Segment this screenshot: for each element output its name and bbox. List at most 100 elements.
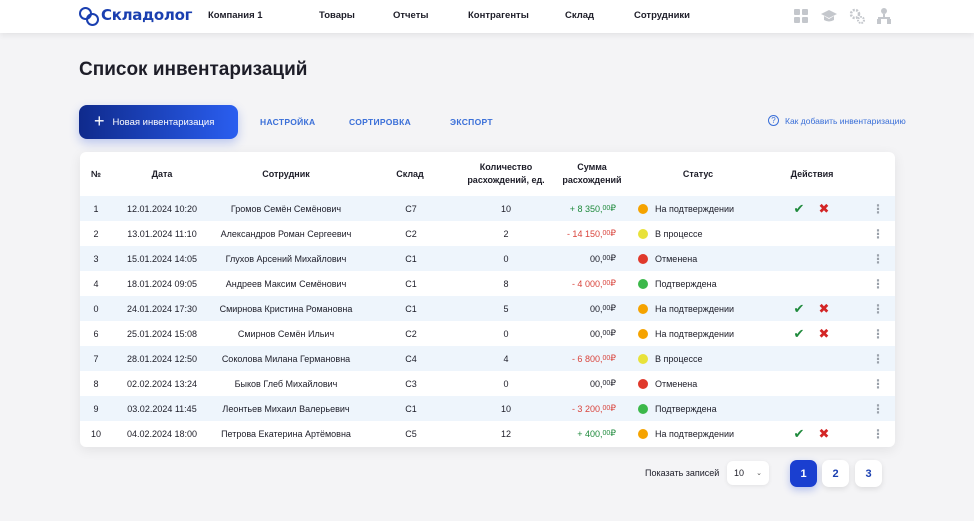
table-row[interactable]: 9 03.02.2024 11:45 Леонтьев Михаил Валерье… (80, 396, 895, 421)
reject-button[interactable]: ✖ (817, 321, 831, 346)
page-button-3[interactable]: 3 (855, 460, 882, 487)
row-menu-button[interactable]: ⋮ (872, 271, 884, 296)
row-discrepancy-sum: + 8 350, 00 ₽ (550, 196, 616, 221)
row-number: 3 (86, 246, 106, 271)
table-row[interactable]: 3 15.01.2024 14:05 Глухов Арсений Михайлов… (80, 246, 895, 271)
table-row[interactable]: 8 02.02.2024 13:24 Быков Глеб Михайлович С3… (80, 371, 895, 396)
settings-icon[interactable] (848, 7, 866, 25)
row-employee-text: Глухов Арсений Михайлович (225, 253, 347, 264)
table-row[interactable]: 7 28.01.2024 12:50 Соколова Милана Германо… (80, 346, 895, 371)
status-dot-icon (638, 303, 648, 314)
reject-button[interactable]: ✖ (817, 296, 831, 321)
row-discrepancy-sum: 00, 00 ₽ (550, 246, 616, 271)
checkmark-icon: ✔ (793, 425, 805, 441)
row-menu-button[interactable]: ⋮ (872, 221, 884, 246)
row-count-text: 5 (503, 303, 509, 314)
approve-button[interactable]: ✔ (792, 321, 806, 346)
nav-employees[interactable]: Сотрудники (634, 10, 691, 21)
nav-company[interactable]: Компания 1 (208, 10, 263, 21)
row-number-text: 2 (93, 228, 99, 239)
row-discrepancy-count: 10 (486, 396, 526, 421)
status-dot-icon (638, 403, 648, 414)
app-logo[interactable]: Складолог (79, 6, 192, 26)
row-menu-button[interactable]: ⋮ (872, 396, 884, 421)
row-count-text: 10 (500, 403, 511, 414)
more-vertical-icon: ⋮ (872, 426, 884, 441)
reject-button[interactable]: ✖ (817, 196, 831, 221)
row-menu-button[interactable]: ⋮ (872, 321, 884, 346)
row-status: Подтверждена (638, 396, 778, 421)
row-menu-button[interactable]: ⋮ (872, 296, 884, 321)
graduation-cap-icon[interactable] (820, 7, 838, 25)
row-employee: Соколова Милана Германовна (206, 346, 366, 371)
more-vertical-icon: ⋮ (872, 201, 884, 216)
row-number-text: 9 (93, 403, 99, 414)
row-count-text: 2 (503, 228, 509, 239)
row-menu-button[interactable]: ⋮ (872, 246, 884, 271)
row-menu-button[interactable]: ⋮ (872, 421, 884, 446)
row-menu-button[interactable]: ⋮ (872, 196, 884, 221)
approve-button[interactable]: ✔ (792, 296, 806, 321)
new-inventory-button[interactable]: + Новая инвентаризация (79, 105, 238, 139)
checkmark-icon: ✔ (793, 200, 805, 216)
table-row[interactable]: 2 13.01.2024 11:10 Александров Роман Серге… (80, 221, 895, 246)
nav-counterparties[interactable]: Контрагенты (468, 10, 529, 21)
rows-per-page-label: Показать записей (645, 468, 720, 478)
row-number: 1 (86, 196, 106, 221)
table-row[interactable]: 10 04.02.2024 18:00 Петрова Екатерина Артё… (80, 421, 895, 446)
more-vertical-icon: ⋮ (872, 326, 884, 341)
row-discrepancy-sum: - 4 000, 00 ₽ (550, 271, 616, 296)
row-sum-fraction: 00 (602, 230, 611, 237)
row-menu-button[interactable]: ⋮ (872, 371, 884, 396)
row-discrepancy-count: 10 (486, 196, 526, 221)
settings-button[interactable]: НАСТРОЙКА (260, 117, 316, 127)
help-link[interactable]: ? Как добавить инвентаризацию (768, 115, 906, 126)
row-discrepancy-sum: 00, 00 ₽ (550, 371, 616, 396)
grid-icon[interactable] (792, 7, 810, 25)
row-number: 0 (86, 296, 106, 321)
sort-button[interactable]: СОРТИРОВКА (349, 117, 412, 127)
row-warehouse: С1 (396, 396, 426, 421)
user-tree-icon[interactable] (875, 7, 893, 25)
row-menu-button[interactable]: ⋮ (872, 346, 884, 371)
row-date-text: 15.01.2024 14:05 (126, 253, 198, 264)
row-sum-currency: ₽ (610, 428, 616, 438)
table-row[interactable]: 4 18.01.2024 09:05 Андреев Максим Семёнови… (80, 271, 895, 296)
row-employee: Быков Глеб Михайлович (206, 371, 366, 396)
row-sum-fraction: 00 (602, 305, 611, 312)
row-date: 03.02.2024 11:45 (116, 396, 208, 421)
row-discrepancy-count: 0 (486, 371, 526, 396)
page-title: Список инвентаризаций (79, 59, 308, 80)
reject-button[interactable]: ✖ (817, 421, 831, 446)
row-discrepancy-sum: - 14 150, 00 ₽ (550, 221, 616, 246)
row-status-text: Подтверждена (655, 278, 717, 289)
nav-warehouse[interactable]: Склад (565, 10, 595, 21)
table-row[interactable]: 0 24.01.2024 17:30 Смирнова Кристина Роман… (80, 296, 895, 321)
row-status: В процессе (638, 346, 778, 371)
row-count-text: 12 (500, 428, 511, 439)
new-inventory-label: Новая инвентаризация (112, 116, 215, 128)
row-number: 7 (86, 346, 106, 371)
approve-button[interactable]: ✔ (792, 196, 806, 221)
page-button-2[interactable]: 2 (822, 460, 849, 487)
approve-button[interactable]: ✔ (792, 421, 806, 446)
table-row[interactable]: 6 25.01.2024 15:08 Смирнов Семён Ильич С2 0 0… (80, 321, 895, 346)
row-sum-currency: ₽ (610, 228, 616, 238)
row-count-text: 8 (503, 278, 509, 289)
row-warehouse-text: С1 (405, 253, 417, 264)
table-row[interactable]: 1 12.01.2024 10:20 Громов Семён Семёнович С… (80, 196, 895, 221)
page-button-1[interactable]: 1 (790, 460, 817, 487)
row-sum-fraction: 00 (602, 380, 611, 387)
export-button[interactable]: ЭКСПОРТ (450, 117, 493, 127)
row-employee: Петрова Екатерина Артёмовна (206, 421, 366, 446)
row-sum-integer: 00, (589, 378, 603, 389)
nav-reports[interactable]: Отчеты (393, 10, 429, 21)
row-sum-integer: 00, (589, 253, 603, 264)
row-number: 9 (86, 396, 106, 421)
row-number-text: 10 (90, 428, 101, 439)
nav-products[interactable]: Товары (319, 10, 355, 21)
row-sum-fraction: 00 (602, 355, 611, 362)
row-warehouse: С1 (396, 246, 426, 271)
row-date: 04.02.2024 18:00 (116, 421, 208, 446)
rows-per-page-select[interactable]: 10 ⌄ (727, 461, 769, 485)
